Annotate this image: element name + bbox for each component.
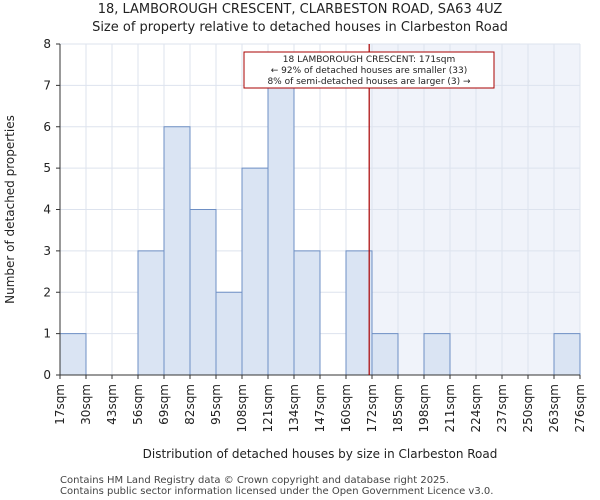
x-tick-label: 237sqm — [495, 384, 509, 432]
histogram-bar — [293, 250, 321, 376]
histogram-chart: 0 1 2 3 4 5 6 7 8 17sqm 30sqm 43sqm 56sqm 69sqm 82sqm 9… — [3, 37, 587, 461]
x-tick-label: 224sqm — [469, 384, 483, 432]
x-tick-label: 121sqm — [261, 384, 275, 432]
x-tick-label: 30sqm — [79, 384, 93, 425]
x-tick-label: 160sqm — [339, 384, 353, 432]
chart-subtitle: Size of property relative to detached ho… — [92, 20, 508, 35]
histogram-bar — [345, 250, 373, 376]
histogram-bar — [137, 250, 165, 376]
x-tick-label: 108sqm — [235, 384, 249, 432]
x-tick-label: 56sqm — [131, 384, 145, 425]
x-tick-label: 185sqm — [391, 384, 405, 432]
y-tick-label: 7 — [43, 78, 51, 92]
y-tick-label: 5 — [43, 161, 51, 175]
histogram-bar — [423, 333, 451, 376]
y-tick-label: 1 — [43, 327, 51, 341]
x-tick-label: 95sqm — [209, 384, 223, 425]
y-tick-label: 8 — [43, 37, 51, 51]
histogram-bar — [267, 84, 295, 376]
x-tick-label: 172sqm — [365, 384, 379, 432]
x-axis-label: Distribution of detached houses by size … — [143, 447, 498, 461]
x-tick-label: 147sqm — [313, 384, 327, 432]
histogram-bar — [189, 209, 217, 376]
x-tick-label: 82sqm — [183, 384, 197, 425]
histogram-bar — [371, 333, 399, 376]
footer-line-1: Contains HM Land Registry data © Crown c… — [60, 475, 449, 486]
y-tick-label: 2 — [43, 285, 51, 299]
chart-title: 18, LAMBOROUGH CRESCENT, CLARBESTON ROAD… — [97, 2, 503, 17]
histogram-bar — [553, 333, 581, 376]
footer-line-2: Contains public sector information licen… — [60, 486, 494, 497]
x-tick-label: 69sqm — [157, 384, 171, 425]
x-tick-label: 211sqm — [443, 384, 457, 432]
x-tick-label: 198sqm — [417, 384, 431, 432]
x-tick-label: 263sqm — [547, 384, 561, 432]
y-axis-label: Number of detached properties — [3, 115, 17, 304]
histogram-bar — [215, 291, 243, 376]
y-tick-label: 6 — [43, 120, 51, 134]
annotation-box — [243, 51, 495, 89]
x-tick-label: 134sqm — [287, 384, 301, 432]
histogram-bar — [163, 126, 191, 376]
y-tick-label: 3 — [43, 244, 51, 258]
annotation-line: 8% of semi-detached houses are larger (3… — [267, 77, 471, 87]
y-tick-label: 4 — [43, 203, 51, 217]
x-tick-label: 17sqm — [53, 384, 67, 425]
annotation-line: ← 92% of detached houses are smaller (33… — [271, 66, 468, 76]
x-tick-label: 43sqm — [105, 384, 119, 425]
x-tick-label: 276sqm — [573, 384, 587, 432]
annotation-line: 18 LAMBOROUGH CRESCENT: 171sqm — [283, 55, 455, 65]
y-tick-label: 0 — [43, 368, 51, 382]
x-tick-label: 250sqm — [521, 384, 535, 432]
histogram-bar — [59, 333, 87, 376]
histogram-bar — [241, 167, 269, 376]
